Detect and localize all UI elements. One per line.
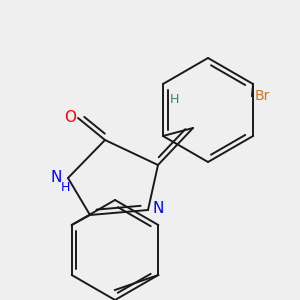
Text: H: H [61,181,70,194]
Text: N: N [153,201,164,216]
Text: Br: Br [255,89,270,103]
Text: N: N [50,170,62,185]
Text: H: H [169,94,179,106]
Text: O: O [64,110,76,125]
